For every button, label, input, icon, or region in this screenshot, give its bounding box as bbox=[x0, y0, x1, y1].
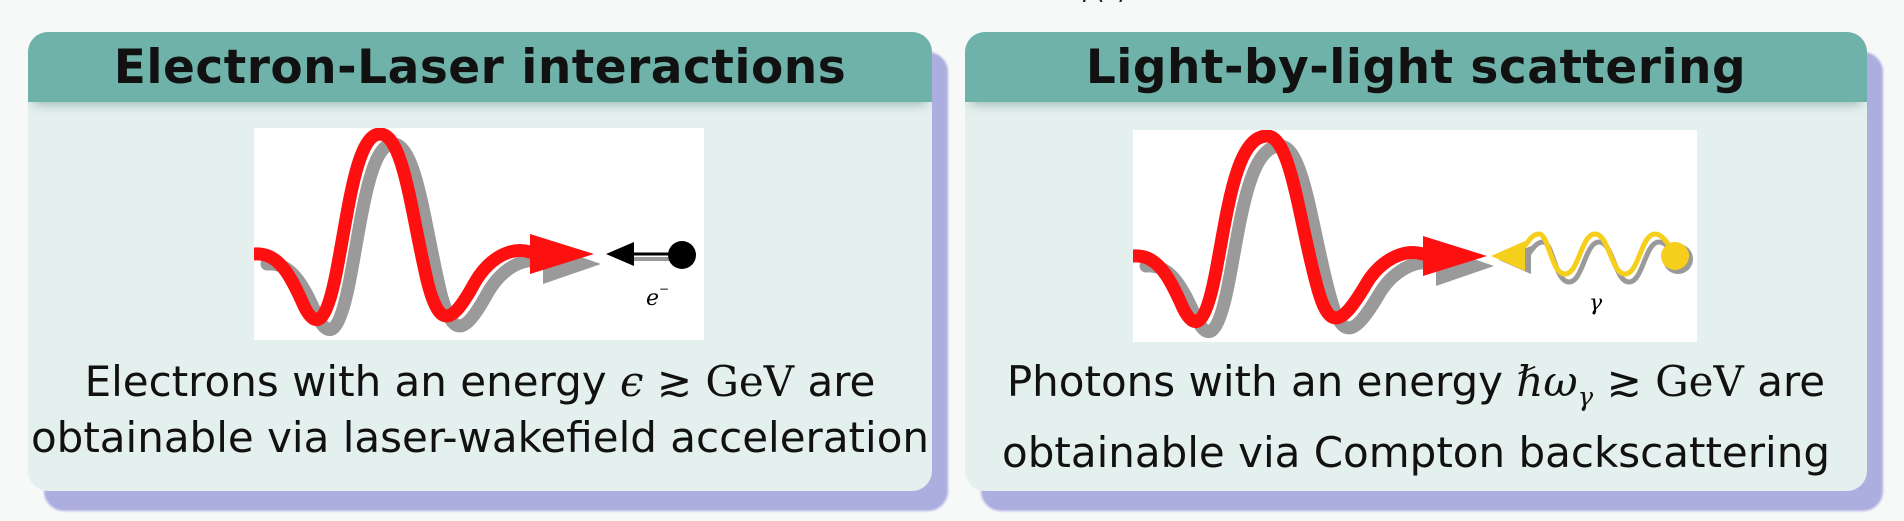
caption-line-2: obtainable via Compton backscattering bbox=[1002, 428, 1830, 478]
light-by-light-block: Light-by-light scattering γ Photons with… bbox=[965, 32, 1867, 491]
photon-icon bbox=[1491, 231, 1693, 285]
math-symbol: ϵ bbox=[619, 357, 644, 406]
math-unit: GeV bbox=[705, 357, 795, 406]
electron-label-charge: − bbox=[659, 282, 669, 296]
laser-pulse-icon bbox=[1133, 130, 1494, 338]
block-caption: Electrons with an energy ϵ ≳ GeV are obt… bbox=[28, 354, 932, 466]
math-subscript: γ bbox=[1577, 382, 1594, 413]
math-expression: ℏωγ ≳ GeV bbox=[1516, 357, 1744, 412]
light-by-light-figure: γ bbox=[1133, 130, 1697, 342]
caption-text: are bbox=[1743, 357, 1826, 406]
caption-text: Electrons with an energy bbox=[84, 357, 620, 406]
caption-text: Photons with an energy bbox=[1006, 357, 1517, 406]
math-symbol: ℏω bbox=[1516, 357, 1578, 406]
electron-label: e bbox=[646, 286, 659, 311]
caption-line-2: obtainable via laser-wakefield accelerat… bbox=[30, 413, 930, 462]
block-caption: Photons with an energy ℏωγ ≳ GeV are obt… bbox=[965, 354, 1867, 481]
caption-line-1: Electrons with an energy ϵ ≳ GeV are bbox=[28, 354, 932, 410]
caption-line-1: Photons with an energy ℏωγ ≳ GeV are bbox=[965, 354, 1867, 425]
electron-laser-figure: e − bbox=[254, 128, 704, 340]
block-title: Light-by-light scattering bbox=[965, 32, 1867, 102]
electron-laser-block: Electron-Laser interactions e − Electron… bbox=[28, 32, 932, 491]
math-expression: ϵ ≳ GeV bbox=[620, 357, 794, 406]
block-title: Electron-Laser interactions bbox=[28, 32, 932, 102]
top-cropped-text: , ( ) bbox=[1080, 0, 1900, 2]
laser-pulse-icon bbox=[254, 128, 601, 336]
photon-label: γ bbox=[1589, 291, 1603, 316]
math-relation: ≳ bbox=[1593, 357, 1656, 406]
math-relation: ≳ bbox=[643, 357, 706, 406]
electron-icon bbox=[606, 241, 696, 269]
caption-text: are bbox=[794, 357, 876, 406]
math-unit: GeV bbox=[1655, 357, 1744, 406]
